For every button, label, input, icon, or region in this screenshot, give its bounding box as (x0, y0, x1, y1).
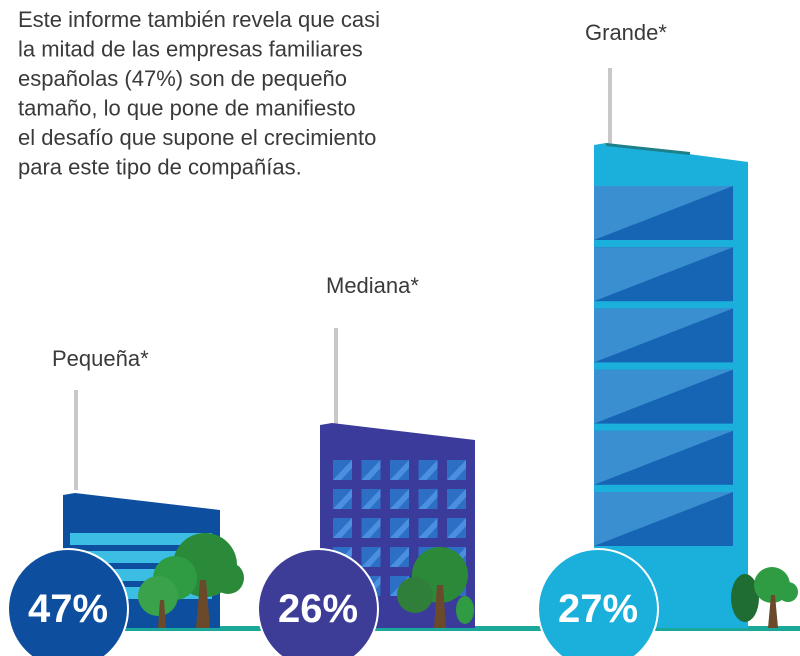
page: Infografía empresas familiares html, bod… (0, 0, 800, 656)
intro-line: la mitad de las empresas familiares (18, 37, 363, 62)
size-label: Grande* (585, 20, 667, 45)
intro-line: para este tipo de compañías. (18, 155, 302, 180)
body: {"intro": {"lines": ["Este informe tambi… (0, 0, 800, 656)
infographic: Este informe también revela que casi la m… (0, 0, 800, 656)
intro-line: tamaño, lo que pone de manifiesto (18, 96, 356, 121)
size-label: Pequeña* (52, 346, 149, 371)
percent-value: 47% (28, 587, 108, 631)
intro-line: el desafío que supone el crecimiento (18, 125, 376, 150)
percent-value: 26% (278, 587, 358, 631)
large-building (594, 68, 798, 628)
intro-line: españolas (47%) son de pequeño (18, 66, 347, 91)
size-label: Mediana* (326, 273, 419, 298)
intro-text: Este informe también revela que casi la m… (18, 7, 380, 180)
percent-value: 27% (558, 587, 638, 631)
intro-line: Este informe también revela que casi (18, 7, 380, 32)
